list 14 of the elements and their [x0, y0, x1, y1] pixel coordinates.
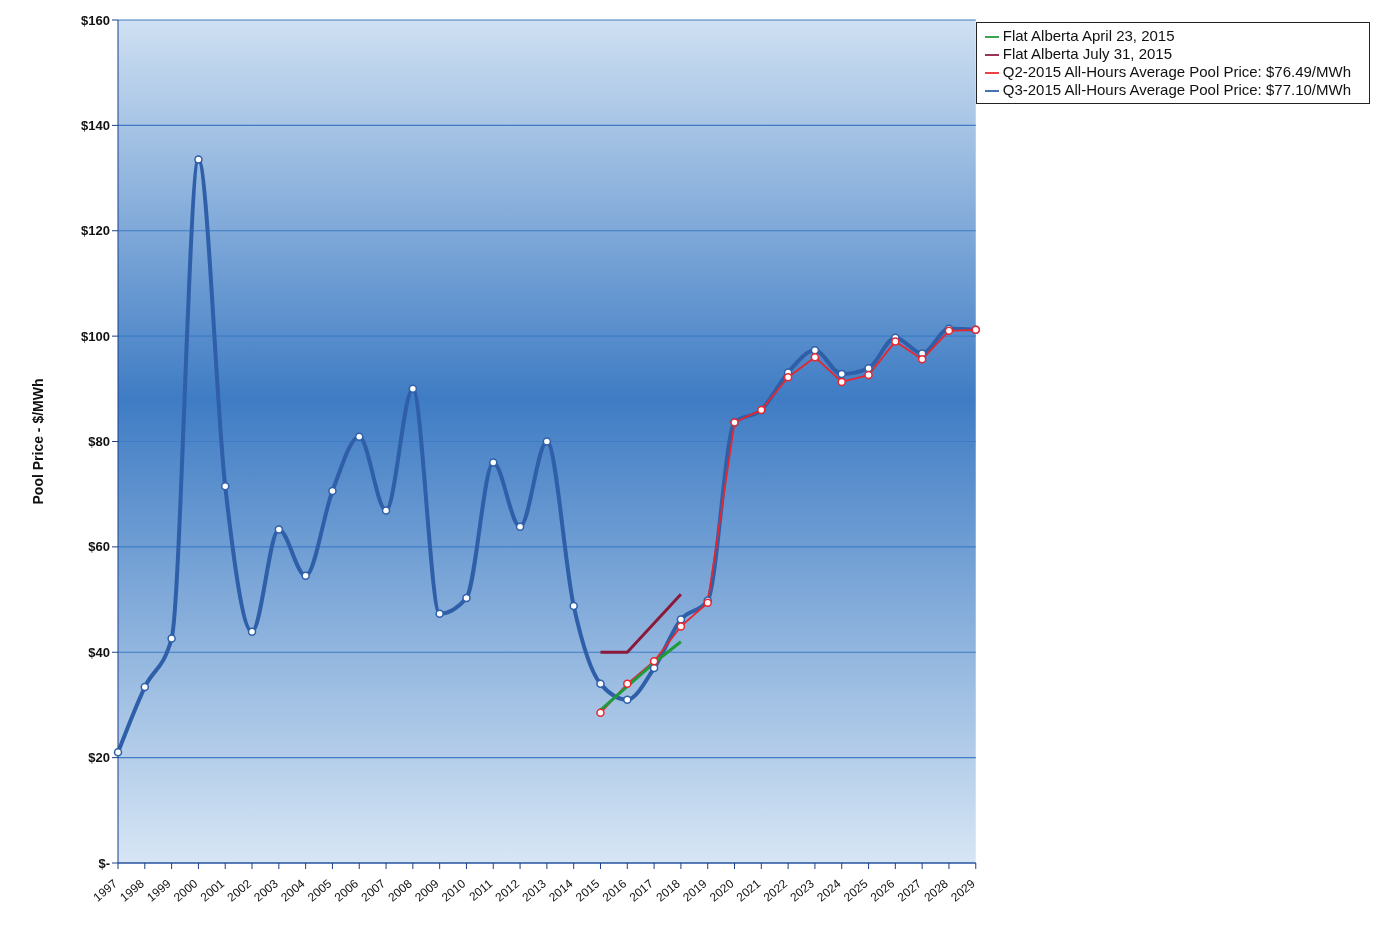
y-tick-label: $40	[88, 644, 110, 660]
y-tick-label: $20	[88, 750, 110, 766]
y-tick-label: $140	[81, 117, 110, 133]
y-tick-label: $-	[98, 855, 110, 871]
legend-label: Flat Alberta July 31, 2015	[1002, 45, 1173, 62]
legend-label: Q3-2015 All-Hours Average Pool Price: $77.10/MWh	[1002, 81, 1351, 98]
y-tick-label: $60	[88, 539, 110, 555]
y-tick-label: $120	[81, 223, 110, 239]
legend-label: Flat Alberta April 23, 2015	[1002, 27, 1175, 44]
y-axis-title: Pool Price - $/MWh	[29, 378, 46, 505]
legend-label: Q2-2015 All-Hours Average Pool Price: $76.49/MWh	[1002, 63, 1351, 80]
y-tick-label: $100	[81, 328, 110, 344]
y-tick-label: $80	[88, 434, 110, 450]
y-tick-label: $160	[81, 12, 110, 28]
